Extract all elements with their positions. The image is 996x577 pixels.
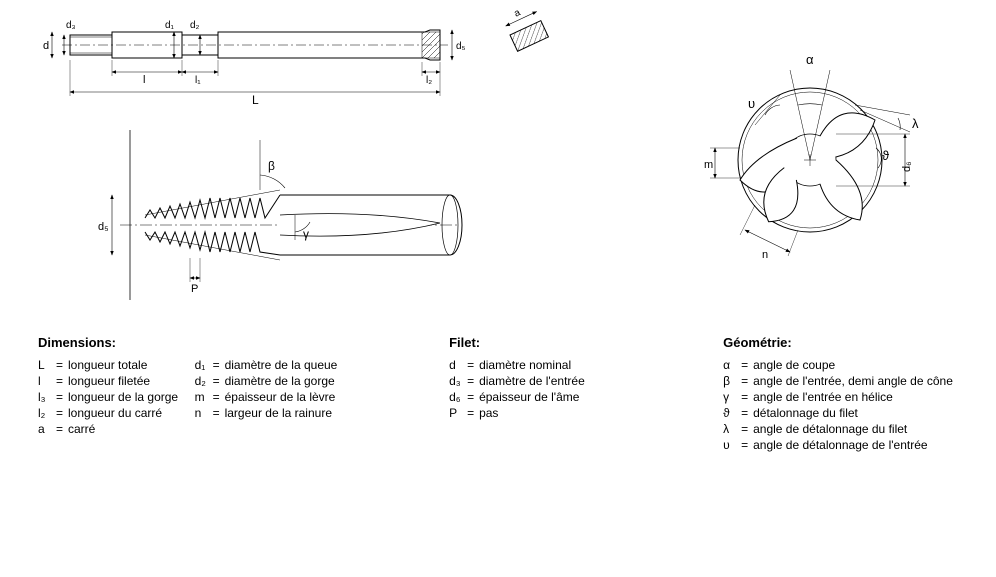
end-view: α λ ϑ υ d₆ m n — [704, 52, 919, 261]
def-l3: l₃=longueur de la gorge — [38, 390, 195, 405]
def-n: n=largeur de la rainure — [195, 406, 449, 421]
filet-heading: Filet: — [449, 335, 723, 350]
lbl-d2: d₂ — [190, 20, 200, 31]
lbl-l2: l₂ — [426, 75, 432, 86]
def-l2: l₂=longueur du carré — [38, 406, 195, 421]
def-theta: ϑ=détalonnage du filet — [723, 406, 958, 421]
lbl-theta: ϑ — [882, 148, 890, 163]
lbl-m: m — [704, 159, 713, 171]
drawing-svg: d d₃ l l₁ L d₁ d₂ l₂ d₅ a — [0, 0, 996, 330]
lbl-l: l — [143, 74, 145, 86]
lbl-gamma: γ — [303, 227, 309, 241]
filet-col: Filet: d=diamètre nominal d₃=diamètre de… — [449, 335, 723, 454]
top-side-view: d d₃ l l₁ L d₁ d₂ l₂ d₅ — [43, 20, 466, 107]
lbl-d5-2: d₅ — [98, 221, 109, 233]
geometrie-heading: Géométrie: — [723, 335, 958, 350]
def-a: a=carré — [38, 422, 195, 437]
def-lambda: λ=angle de détalonnage du filet — [723, 422, 958, 437]
lbl-a: a — [512, 7, 522, 20]
thread-detail: β γ d₅ P — [98, 130, 462, 300]
def-upsilon: υ=angle de détalonnage de l'entrée — [723, 438, 958, 453]
def-d1: d₁=diamètre de la queue — [195, 358, 449, 373]
def-beta: β=angle de l'entrée, demi angle de cône — [723, 374, 958, 389]
def-P: P=pas — [449, 406, 723, 421]
lbl-lambda: λ — [912, 116, 919, 131]
lbl-beta: β — [268, 159, 275, 173]
def-alpha: α=angle de coupe — [723, 358, 958, 373]
lbl-n: n — [762, 249, 768, 261]
lbl-d1: d₁ — [165, 20, 175, 31]
def-gamma: γ=angle de l'entrée en hélice — [723, 390, 958, 405]
lbl-d3-top: d₃ — [66, 20, 76, 31]
lbl-upsilon: υ — [748, 96, 755, 111]
lbl-d6: d₆ — [901, 161, 913, 172]
def-d6: d₆=épaisseur de l'âme — [449, 390, 723, 405]
square-drive: a — [501, 1, 549, 52]
lbl-alpha: α — [806, 52, 814, 67]
legend: Dimensions: L=longueur totale l=longueur… — [38, 335, 958, 454]
lbl-d: d — [43, 40, 49, 52]
lbl-l1: l₁ — [195, 75, 201, 86]
def-d: d=diamètre nominal — [449, 358, 723, 373]
def-d3: d₃=diamètre de l'entrée — [449, 374, 723, 389]
def-m: m=épaisseur de la lèvre — [195, 390, 449, 405]
def-d2: d₂=diamètre de la gorge — [195, 374, 449, 389]
lbl-d5: d₅ — [456, 41, 466, 52]
geometrie-col: Géométrie: α=angle de coupe β=angle de l… — [723, 335, 958, 454]
def-l: l=longueur filetée — [38, 374, 195, 389]
lbl-P: P — [191, 283, 198, 295]
dimensions-col-b: d₁=diamètre de la queue d₂=diamètre de l… — [195, 335, 449, 454]
def-L: L=longueur totale — [38, 358, 195, 373]
dimensions-heading: Dimensions: — [38, 335, 195, 350]
dimensions-col-a: Dimensions: L=longueur totale l=longueur… — [38, 335, 195, 454]
technical-drawing: d d₃ l l₁ L d₁ d₂ l₂ d₅ a — [0, 0, 996, 330]
lbl-L: L — [252, 93, 259, 107]
